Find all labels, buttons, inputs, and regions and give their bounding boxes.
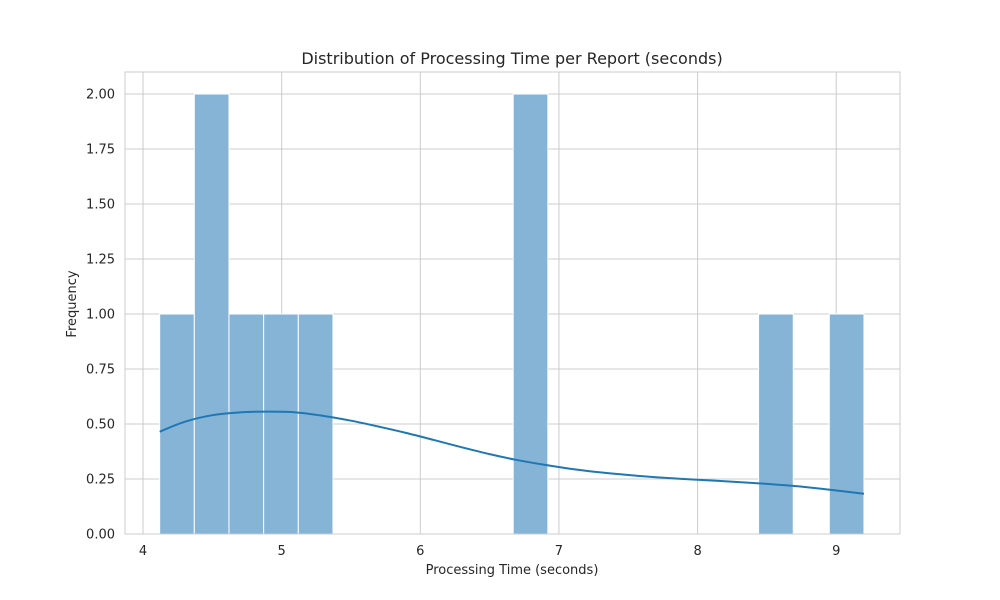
histogram-bar-2 xyxy=(228,313,265,535)
histogram-bar-7 xyxy=(828,313,865,535)
y-tick-label-8: 2.00 xyxy=(86,88,115,103)
x-tick-label-2: 6 xyxy=(416,544,424,559)
y-tick-label-4: 1.00 xyxy=(86,308,115,323)
histogram-bar-3 xyxy=(263,313,299,535)
x-tick-label-0: 4 xyxy=(139,544,147,559)
x-tick-label-3: 7 xyxy=(555,544,563,559)
y-tick-label-6: 1.50 xyxy=(86,198,115,213)
y-tick-label-3: 0.75 xyxy=(86,363,115,378)
x-axis-label: Processing Time (seconds) xyxy=(426,563,599,578)
x-axis-ticks: 4 5 6 7 8 9 xyxy=(139,544,840,559)
histogram-bar-1 xyxy=(193,93,230,535)
kde-curve xyxy=(159,410,865,495)
x-tick-label-1: 5 xyxy=(278,544,286,559)
plot-frame xyxy=(124,71,901,535)
y-tick-label-2: 0.50 xyxy=(86,418,115,433)
histogram-bar-4 xyxy=(297,313,334,535)
x-tick-label-5: 9 xyxy=(832,544,840,559)
x-tick-label-4: 8 xyxy=(693,544,701,559)
y-tick-label-7: 1.75 xyxy=(86,143,115,158)
y-axis-label: Frequency xyxy=(65,270,80,337)
y-axis-ticks: 0.00 0.25 0.50 0.75 1.00 1.25 1.50 1.75 2.00 xyxy=(86,88,115,543)
y-tick-label-1: 0.25 xyxy=(86,473,115,488)
histogram-bar-6 xyxy=(758,313,794,535)
histogram-bars xyxy=(159,93,865,535)
y-tick-label-0: 0.00 xyxy=(86,528,115,543)
chart-title: Distribution of Processing Time per Repo… xyxy=(301,49,722,68)
y-tick-label-5: 1.25 xyxy=(86,253,115,268)
histogram-bar-5 xyxy=(512,93,549,535)
